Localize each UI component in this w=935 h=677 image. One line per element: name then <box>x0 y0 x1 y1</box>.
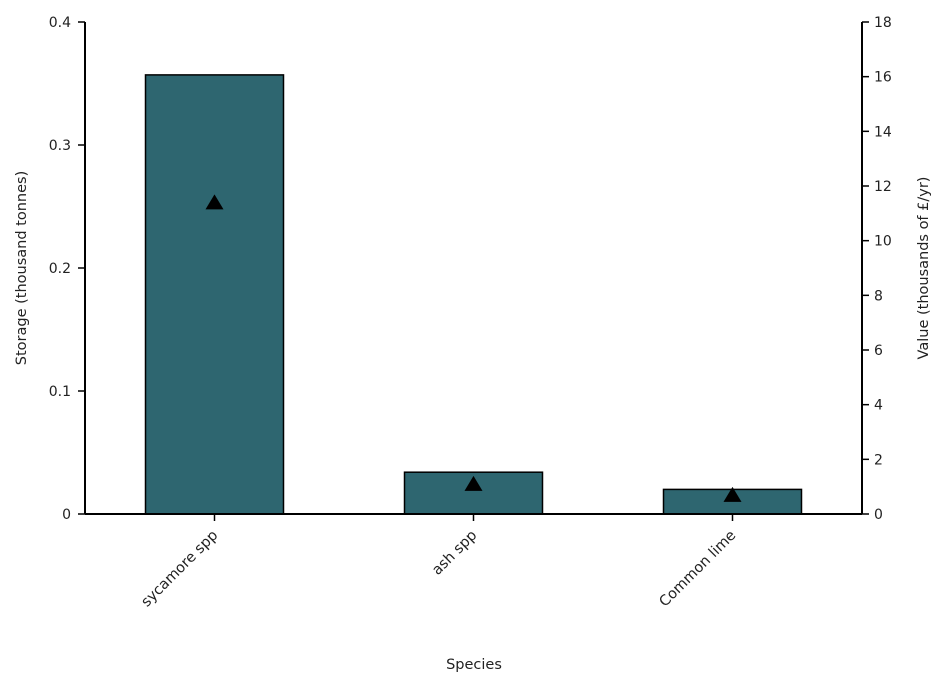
y-axis-left-title: Storage (thousand tonnes) <box>14 171 30 365</box>
right-y-ticks: 0 2 4 6 8 10 12 14 16 18 <box>862 15 892 523</box>
y-axis-right-title: Value (thousands of £/yr) <box>916 177 932 360</box>
bar-group <box>144 74 803 515</box>
marker-sycamore-spp <box>205 194 224 210</box>
left-tick-label: 0.3 <box>49 138 71 154</box>
bar-sycamore-spp <box>144 74 285 515</box>
right-tick-label: 6 <box>874 343 883 359</box>
left-tick-label: 0.1 <box>49 384 71 400</box>
x-tick-label: ash spp <box>429 528 480 579</box>
x-tick-label: Common lime <box>657 527 740 610</box>
right-tick-label: 0 <box>874 507 883 523</box>
left-tick-label: 0.2 <box>49 261 71 277</box>
right-tick-label: 8 <box>874 288 883 304</box>
x-ticks: sycamore spp ash spp Common lime <box>139 514 740 611</box>
left-y-ticks: 0 0.1 0.2 0.3 0.4 <box>49 15 85 523</box>
right-tick-label: 2 <box>874 452 883 468</box>
x-tick-label: sycamore spp <box>139 528 222 611</box>
right-tick-label: 14 <box>874 124 892 140</box>
right-tick-label: 16 <box>874 70 892 86</box>
marker-group <box>205 194 742 502</box>
left-tick-label: 0 <box>62 507 71 523</box>
marker-common-lime <box>723 486 742 502</box>
right-tick-label: 18 <box>874 15 892 31</box>
x-axis-title: Species <box>446 657 502 673</box>
marker-ash-spp <box>464 475 483 491</box>
right-tick-label: 4 <box>874 398 883 414</box>
right-tick-label: 10 <box>874 234 892 250</box>
right-tick-label: 12 <box>874 179 892 195</box>
left-tick-label: 0.4 <box>49 15 71 31</box>
